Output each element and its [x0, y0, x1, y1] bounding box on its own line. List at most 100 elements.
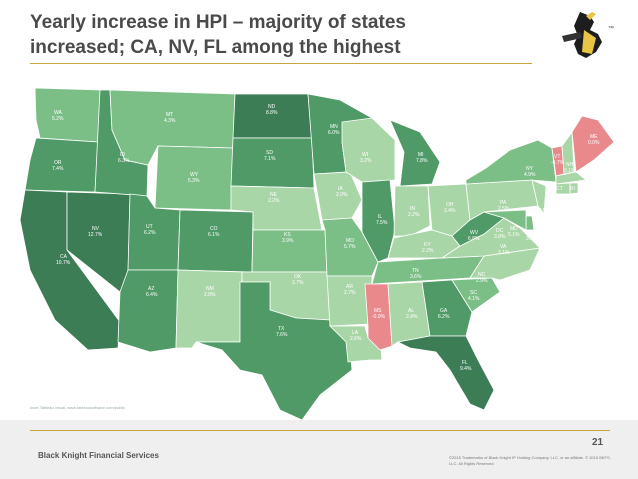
label-wa-abbr: WA [54, 110, 63, 116]
state-tx [195, 281, 353, 421]
label-nj-value: 3.1% [536, 214, 548, 220]
label-ne-abbr: NE [270, 192, 278, 198]
label-mn-abbr: MN [330, 124, 338, 130]
state-de [525, 215, 535, 231]
title-line-2: increased; CA, NV, FL among the highest [30, 37, 401, 58]
label-md-value: 5.1% [508, 232, 520, 238]
state-or [24, 137, 99, 193]
label-mo-abbr: MO [346, 238, 354, 244]
state-az [117, 269, 179, 353]
label-la-abbr: LA [352, 330, 359, 336]
state-labels: WA 5.2% OR 7.4% CA 10.7% NV 12.7% ID 6.3… [52, 104, 600, 372]
label-wv-abbr: WV [470, 230, 479, 236]
state-fl [396, 335, 495, 411]
label-al-value: 2.4% [406, 314, 418, 320]
label-me-abbr: ME [590, 134, 598, 140]
label-md-abbr: MD [510, 226, 518, 232]
state-il [361, 179, 396, 263]
label-ny-value: 4.9% [524, 172, 536, 178]
footer-divider [30, 430, 610, 431]
label-co-abbr: CO [210, 226, 218, 232]
label-wa-value: 5.2% [52, 116, 64, 122]
label-wy-value: 5.3% [188, 178, 200, 184]
label-ne-value: 2.2% [268, 198, 280, 204]
title-divider [30, 63, 532, 64]
label-nj-abbr: NJ [538, 208, 545, 214]
state-la [329, 325, 383, 363]
label-sc-abbr: SC [470, 290, 477, 296]
label-mo-value: 5.7% [344, 244, 356, 250]
state-co [177, 209, 254, 273]
label-ri-abbr: RI [570, 186, 575, 192]
label-wi-value: 3.2% [360, 158, 372, 164]
label-wv-value: 6.8% [468, 236, 480, 242]
state-nm [175, 269, 243, 349]
label-nh-value: 3.1% [564, 168, 576, 174]
label-de-abbr: DE [526, 230, 534, 236]
label-az-value: 6.4% [146, 292, 158, 298]
label-nv-abbr: NV [92, 226, 100, 232]
label-az-abbr: AZ [148, 286, 154, 292]
label-tx-abbr: TX [278, 326, 285, 332]
label-vt-abbr: VT [554, 154, 560, 160]
state-ma [555, 171, 587, 185]
label-fl-value: 9.4% [460, 366, 472, 372]
state-md [483, 209, 527, 231]
label-va-abbr: VA [500, 244, 507, 250]
label-ky-abbr: KY [424, 242, 431, 248]
label-in-value: 2.2% [408, 212, 420, 218]
label-wy-abbr: WY [190, 172, 199, 178]
label-mt-abbr: MT [166, 112, 173, 118]
label-ia-abbr: IA [338, 186, 343, 192]
label-dc-value: 3.8% [494, 234, 506, 240]
state-sc [451, 277, 501, 313]
state-ia [313, 171, 363, 221]
label-pa-abbr: PA [500, 200, 507, 206]
label-nc-abbr: NC [478, 272, 486, 278]
label-ok-value: 2.7% [292, 280, 304, 286]
label-tn-abbr: TN [412, 268, 419, 274]
us-hpi-map: WA 5.2% OR 7.4% CA 10.7% NV 12.7% ID 6.3… [0, 80, 638, 421]
trademark-symbol: ™ [608, 25, 614, 32]
label-ar-abbr: AR [346, 284, 353, 290]
label-ga-value: 6.2% [438, 314, 450, 320]
label-il-value: 7.5% [376, 220, 388, 226]
company-name: Black Knight Financial Services [38, 451, 159, 460]
label-tx-value: 7.6% [276, 332, 288, 338]
source-note: Inset Tableau visual, www.tableausoftwar… [30, 405, 126, 410]
label-mi-abbr: MI [418, 152, 424, 158]
knight-logo-icon: ™ [562, 12, 614, 58]
label-pa-value: 2.5% [498, 206, 510, 212]
label-nm-value: 2.8% [204, 292, 216, 298]
label-id-value: 6.3% [118, 158, 130, 164]
state-sd [230, 137, 315, 189]
label-mi-value: 7.8% [416, 158, 428, 164]
footer [0, 420, 638, 479]
label-or-abbr: OR [54, 160, 62, 166]
state-wa [34, 87, 101, 143]
legal-notice: ©2015 Trademarks of Black Knight IP Hold… [449, 455, 611, 466]
label-nd-value: 8.8% [266, 110, 278, 116]
state-nd [232, 93, 313, 139]
slide-title: Yearly increase in HPI – majority of sta… [30, 10, 530, 60]
label-ut-abbr: UT [146, 224, 153, 230]
label-tn-value: 3.6% [410, 274, 422, 280]
label-va-value: 3.1% [498, 250, 510, 256]
label-ks-value: 3.9% [282, 238, 294, 244]
label-dc-abbr: DC [496, 228, 504, 234]
label-me-value: 0.0% [588, 140, 600, 146]
label-fl-abbr: FL [462, 360, 468, 366]
label-oh-value: 2.4% [444, 208, 456, 214]
label-ct-abbr: CT [556, 186, 563, 192]
label-wi-abbr: WI [362, 152, 368, 158]
label-sc-value: 4.1% [468, 296, 480, 302]
label-ms-value: -0.9% [372, 314, 386, 320]
state-wi [341, 117, 396, 183]
label-la-value: 2.6% [350, 336, 362, 342]
label-ks-abbr: KS [284, 232, 291, 238]
label-co-value: 6.1% [208, 232, 220, 238]
state-mo [321, 217, 379, 277]
state-ny [465, 139, 557, 185]
state-in [393, 185, 431, 237]
label-ut-value: 6.2% [144, 230, 156, 236]
